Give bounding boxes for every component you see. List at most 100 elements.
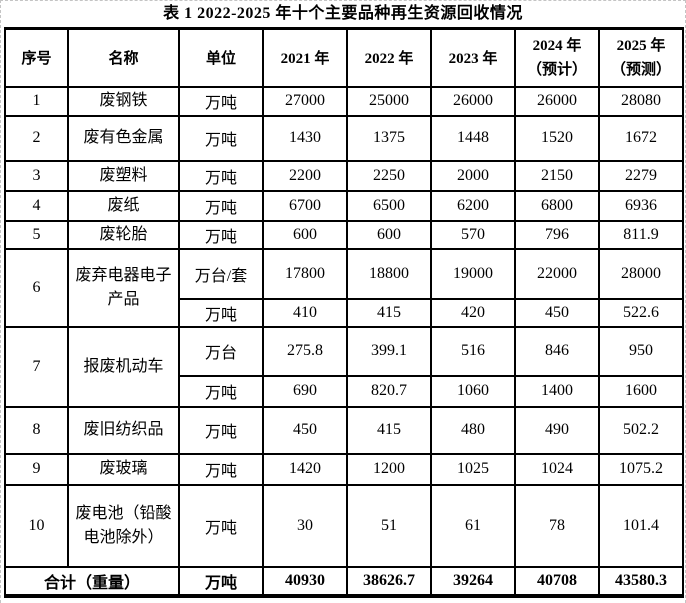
- value-cell: 410: [262, 297, 348, 328]
- total-value-cell: 40708: [514, 565, 600, 598]
- row-unit-cell: 万吨: [178, 405, 264, 455]
- header-no: 序号: [4, 27, 69, 88]
- row-no-cell: 8: [4, 405, 69, 455]
- header-2025-note: （预测）: [610, 61, 671, 78]
- row-name-cell: 废旧纺织品: [67, 405, 180, 455]
- row-unit-cell: 万吨: [178, 85, 264, 117]
- value-cell: 6800: [514, 189, 600, 222]
- table-row: 3 废塑料 万吨 2200 2250 2000 2150 2279: [4, 159, 684, 192]
- value-cell: 450: [262, 405, 348, 455]
- row-name-cell: 废弃电器电子产品: [67, 247, 180, 328]
- value-cell: 1430: [262, 114, 348, 162]
- value-cell: 22000: [514, 247, 600, 300]
- row-unit-cell: 万吨: [178, 219, 264, 250]
- value-cell: 6500: [346, 189, 432, 222]
- row-unit-cell: 万台/套: [178, 247, 264, 300]
- value-cell: 18800: [346, 247, 432, 300]
- value-cell: 51: [346, 483, 432, 568]
- row-name-cell: 废有色金属: [67, 114, 180, 162]
- value-cell: 6200: [430, 189, 516, 222]
- header-2024-year: 2024 年: [532, 37, 582, 54]
- value-cell: 1075.2: [598, 452, 684, 486]
- table-row: 8 废旧纺织品 万吨 450 415 480 490 502.2: [4, 405, 684, 455]
- header-2023: 2023 年: [430, 27, 516, 88]
- header-2022: 2022 年: [346, 27, 432, 88]
- total-value-cell: 39264: [430, 565, 516, 598]
- value-cell: 1200: [346, 452, 432, 486]
- row-no-cell: 6: [4, 247, 69, 328]
- row-name-cell: 废轮胎: [67, 219, 180, 250]
- value-cell: 522.6: [598, 297, 684, 328]
- value-cell: 1400: [514, 374, 600, 408]
- value-cell: 101.4: [598, 483, 684, 568]
- value-cell: 415: [346, 405, 432, 455]
- value-cell: 1420: [262, 452, 348, 486]
- value-cell: 28000: [598, 247, 684, 300]
- table-row: 2 废有色金属 万吨 1430 1375 1448 1520 1672: [4, 114, 684, 162]
- value-cell: 600: [262, 219, 348, 250]
- value-cell: 516: [430, 325, 516, 377]
- row-no-cell: 1: [4, 85, 69, 117]
- total-row: 合计（重量） 万吨 40930 38626.7 39264 40708 4358…: [4, 565, 684, 598]
- recycling-table: 序号 名称 单位 2021 年 2022 年 2023 年 2024 年 （预计…: [4, 27, 684, 598]
- total-value-cell: 40930: [262, 565, 348, 598]
- value-cell: 1024: [514, 452, 600, 486]
- row-no-cell: 9: [4, 452, 69, 486]
- table-row: 9 废玻璃 万吨 1420 1200 1025 1024 1075.2: [4, 452, 684, 486]
- value-cell: 690: [262, 374, 348, 408]
- table-row: 6 废弃电器电子产品 万台/套 17800 18800 19000 22000 …: [4, 247, 684, 328]
- row-name-cell: 废纸: [67, 189, 180, 222]
- value-cell: 61: [430, 483, 516, 568]
- value-cell: 6700: [262, 189, 348, 222]
- value-cell: 1025: [430, 452, 516, 486]
- table-title: 表 1 2022-2025 年十个主要品种再生资源回收情况: [163, 5, 523, 22]
- row-name-cell: 废玻璃: [67, 452, 180, 486]
- table-row: 1 废钢铁 万吨 27000 25000 26000 26000 28080: [4, 85, 684, 117]
- value-cell: 28080: [598, 85, 684, 117]
- value-cell: 570: [430, 219, 516, 250]
- value-cell: 502.2: [598, 405, 684, 455]
- row-unit-cell: 万吨: [178, 159, 264, 192]
- table-row: 4 废纸 万吨 6700 6500 6200 6800 6936: [4, 189, 684, 222]
- value-cell: 1600: [598, 374, 684, 408]
- value-cell: 26000: [514, 85, 600, 117]
- value-cell: 399.1: [346, 325, 432, 377]
- value-cell: 26000: [430, 85, 516, 117]
- row-name-cell: 废塑料: [67, 159, 180, 192]
- header-unit: 单位: [178, 27, 264, 88]
- value-cell: 950: [598, 325, 684, 377]
- value-cell: 811.9: [598, 219, 684, 250]
- header-2025-year: 2025 年: [616, 37, 666, 54]
- table-row: 7 报废机动车 万台 275.8 399.1 516 846 950: [4, 325, 684, 408]
- total-value-cell: 38626.7: [346, 565, 432, 598]
- row-no-cell: 3: [4, 159, 69, 192]
- table-row: 10 废电池（铅酸电池除外） 万吨 30 51 61 78 101.4: [4, 483, 684, 568]
- table-row: 5 废轮胎 万吨 600 600 570 796 811.9: [4, 219, 684, 250]
- value-cell: 600: [346, 219, 432, 250]
- row-unit-cell: 万吨: [178, 452, 264, 486]
- row-unit-cell: 万吨: [178, 189, 264, 222]
- value-cell: 2150: [514, 159, 600, 192]
- value-cell: 415: [346, 297, 432, 328]
- total-unit-cell: 万吨: [178, 565, 264, 598]
- value-cell: 2000: [430, 159, 516, 192]
- table-subrow: 万吨 410 415 420 450 522.6: [5, 297, 684, 328]
- value-cell: 2279: [598, 159, 684, 192]
- header-name: 名称: [67, 27, 180, 88]
- value-cell: 1448: [430, 114, 516, 162]
- row-name-cell: 废电池（铅酸电池除外）: [67, 483, 180, 568]
- value-cell: 450: [514, 297, 600, 328]
- row-name-cell: 废钢铁: [67, 85, 180, 117]
- value-cell: 480: [430, 405, 516, 455]
- value-cell: 25000: [346, 85, 432, 117]
- row-no-cell: 7: [4, 325, 69, 408]
- header-2024: 2024 年 （预计）: [514, 27, 600, 88]
- row-no-cell: 2: [4, 114, 69, 162]
- value-cell: 420: [430, 297, 516, 328]
- row-unit-cell: 万吨: [178, 297, 264, 328]
- value-cell: 490: [514, 405, 600, 455]
- row-unit-cell: 万吨: [178, 483, 264, 568]
- row-no-cell: 10: [4, 483, 69, 568]
- value-cell: 27000: [262, 85, 348, 117]
- row-unit-cell: 万吨: [178, 374, 264, 408]
